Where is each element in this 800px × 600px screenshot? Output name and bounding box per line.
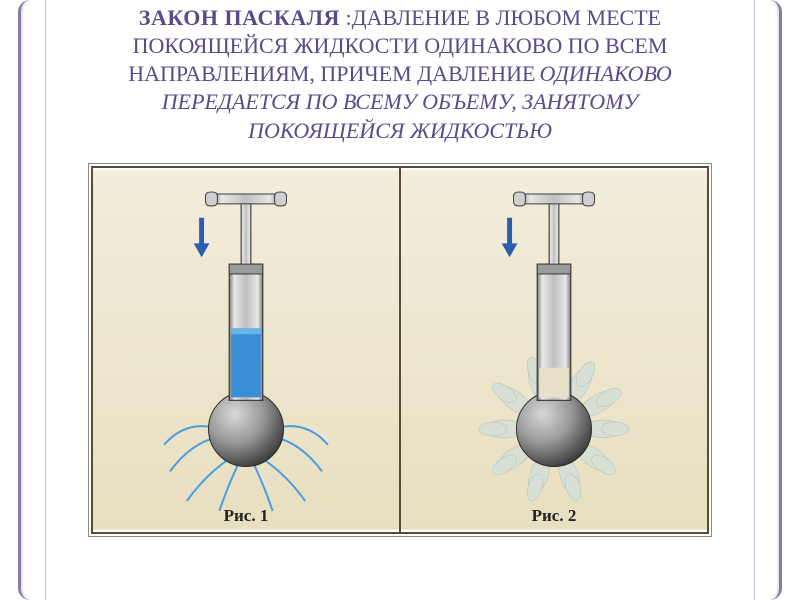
title-line3: НАПРАВЛЕНИЯМ, ПРИЧЕМ ДАВЛЕНИЕ	[128, 61, 535, 86]
pascal-ball	[208, 391, 283, 466]
title-sep: :	[340, 5, 352, 30]
pascal-ball-gas-diagram	[401, 168, 707, 532]
title-italic1: ОДИНАКОВО	[539, 61, 671, 86]
title-block: ЗАКОН ПАСКАЛЯ :ДАВЛЕНИЕ В ЛЮБОМ МЕСТЕ ПО…	[40, 0, 760, 145]
liquid-column	[231, 328, 261, 397]
title-line1: ДАВЛЕНИЕ В ЛЮБОМ МЕСТЕ	[352, 5, 662, 30]
title-italic3: ПОКОЯЩЕЙСЯ ЖИДКОСТЬЮ	[248, 118, 552, 143]
figure-panel-2: Рис. 2	[401, 166, 709, 534]
figure-panel-1: Рис. 1	[91, 166, 401, 534]
panel-caption-1: Рис. 1	[93, 506, 399, 526]
panel-caption-2: Рис. 2	[401, 506, 707, 526]
pascal-ball	[516, 391, 591, 466]
title-bold: ЗАКОН ПАСКАЛЯ	[139, 5, 340, 30]
pascal-ball-liquid-diagram	[93, 168, 399, 532]
figure-container: Рис. 1	[88, 163, 712, 537]
title-line2: ПОКОЯЩЕЙСЯ ЖИДКОСТИ ОДИНАКОВО ПО ВСЕМ	[133, 33, 668, 58]
title-italic2: ПЕРЕДАЕТСЯ ПО ВСЕМУ ОБЪЕМУ, ЗАНЯТОМУ	[162, 89, 638, 114]
